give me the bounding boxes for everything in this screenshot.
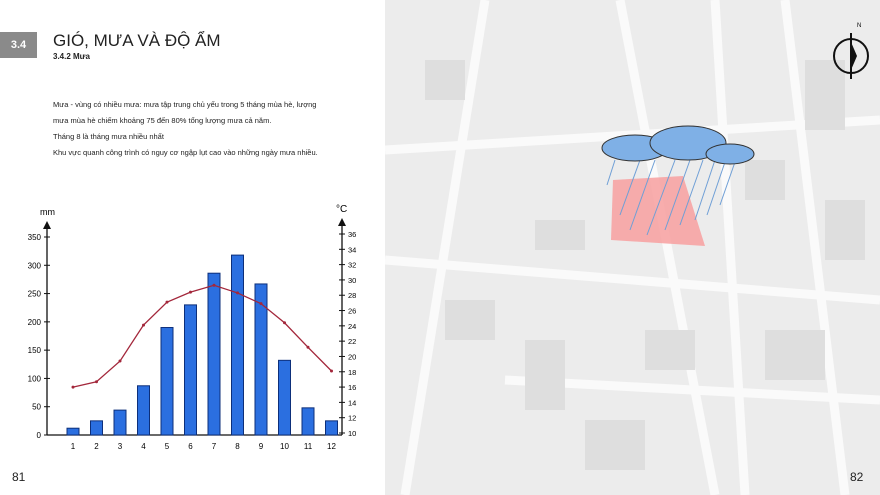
y2-tick-label: 10 — [348, 429, 356, 438]
bar — [207, 272, 221, 436]
compass-label: N — [857, 23, 861, 29]
bar — [254, 283, 268, 436]
page-number: 82 — [850, 470, 864, 484]
temperature-point — [118, 359, 122, 363]
x-tick-label: 11 — [304, 442, 313, 451]
y2-tick-label: 22 — [348, 337, 356, 346]
chart: mm °C050100150200250300350101214161820222… — [28, 204, 357, 451]
temperature-point — [306, 345, 310, 349]
y2-tick-label: 16 — [348, 383, 356, 392]
y2-tick-label: 28 — [348, 291, 356, 300]
y2-tick-label: 20 — [348, 352, 356, 361]
section-number: 3.4 — [0, 32, 37, 58]
buildings — [425, 60, 865, 470]
temperature-point — [283, 321, 286, 325]
text-line: Tháng 8 là tháng mưa nhiều nhất — [53, 132, 164, 141]
temperature-point — [259, 302, 263, 306]
y-tick-label: 250 — [28, 290, 42, 299]
x-tick-label: 10 — [280, 442, 289, 451]
compass: N — [833, 23, 869, 79]
y2-arrow — [338, 218, 346, 226]
y2-tick-label: 34 — [348, 245, 356, 254]
x-tick-label: 9 — [259, 442, 264, 451]
bar — [184, 304, 197, 436]
map: N — [385, 0, 880, 495]
subtitle: 3.4.2 Mưa — [53, 52, 90, 61]
y2-axis-label: °C — [336, 204, 347, 215]
title: GIÓ, MƯA VÀ ĐỘ ẨM — [53, 31, 221, 50]
temperature-point — [165, 300, 169, 304]
x-tick-label: 3 — [118, 442, 123, 451]
y2-tick-label: 24 — [348, 322, 356, 331]
y-axis-label: mm — [40, 207, 55, 217]
x-tick-label: 5 — [165, 442, 170, 451]
text-line: Khu vực quanh công trình có nguy cơ ngập… — [53, 148, 318, 157]
y2-tick-label: 36 — [348, 230, 356, 239]
cloud — [601, 125, 755, 165]
bar — [278, 359, 291, 436]
bar — [301, 407, 315, 436]
text-line: mưa mùa hè chiếm khoảng 75 đến 80% tổng … — [53, 116, 272, 125]
roads — [385, 0, 880, 495]
x-tick-label: 7 — [212, 442, 217, 451]
temperature-point — [71, 385, 75, 389]
x-tick-label: 1 — [71, 442, 76, 451]
bar — [66, 427, 80, 436]
y-tick-label: 0 — [37, 431, 42, 440]
bar — [160, 327, 174, 436]
y2-tick-label: 12 — [348, 414, 356, 423]
temperature-point — [95, 380, 98, 384]
temperature-point — [330, 369, 333, 373]
y-tick-label: 150 — [28, 346, 42, 355]
x-tick-label: 6 — [188, 442, 193, 451]
text-line: Mưa - vùng có nhiều mưa: mưa tập trung c… — [53, 100, 317, 109]
temperature-point — [236, 291, 239, 295]
x-tick-label: 8 — [235, 442, 240, 451]
page-number: 81 — [12, 470, 26, 484]
bar — [90, 420, 103, 436]
bar — [231, 254, 244, 436]
temperature-point — [212, 283, 216, 287]
site-area — [611, 176, 705, 246]
y-tick-label: 300 — [28, 261, 42, 270]
y2-tick-label: 32 — [348, 261, 356, 270]
x-tick-label: 12 — [327, 442, 336, 451]
temperature-point — [142, 323, 145, 327]
y2-tick-label: 30 — [348, 276, 356, 285]
y2-tick-label: 14 — [348, 398, 356, 407]
bar — [325, 420, 338, 436]
y-tick-label: 200 — [28, 318, 42, 327]
bar — [137, 385, 150, 436]
rain — [606, 159, 736, 236]
paragraph: Mưa - vùng có nhiều mưa: mưa tập trung c… — [53, 97, 383, 161]
y2-tick-label: 26 — [348, 307, 356, 316]
bar — [113, 409, 127, 436]
x-tick-label: 4 — [141, 442, 146, 451]
y-tick-label: 350 — [28, 233, 42, 242]
y-tick-label: 50 — [32, 403, 41, 412]
temperature-point — [189, 290, 192, 294]
temperature-line — [72, 284, 332, 388]
y-tick-label: 100 — [28, 374, 42, 383]
y2-tick-label: 18 — [348, 368, 356, 377]
y-arrow — [43, 221, 51, 229]
x-tick-label: 2 — [94, 442, 99, 451]
